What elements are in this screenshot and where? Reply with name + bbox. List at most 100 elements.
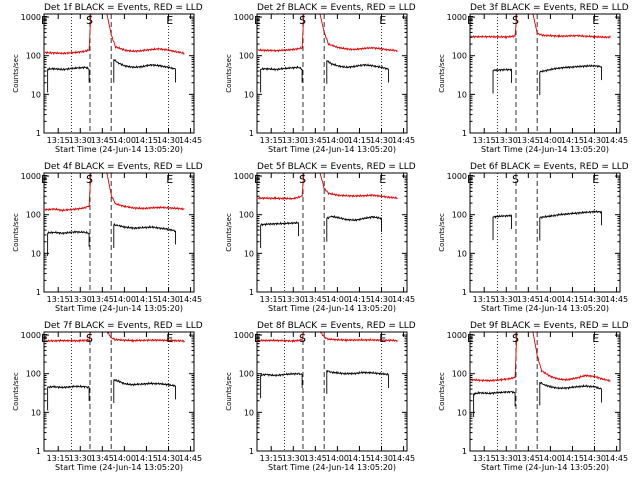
y-tick-label: 100 xyxy=(452,52,467,61)
marker-label-s: S xyxy=(512,332,519,345)
x-axis-label: Start Time (24-Jun-14 13:05:20) xyxy=(481,145,609,154)
x-axis-label: Start Time (24-Jun-14 13:05:20) xyxy=(481,304,609,313)
marker-label-e: E xyxy=(166,14,173,27)
y-tick-label: 1 xyxy=(462,447,467,456)
panel-title: Det 1f BLACK = Events, RED = LLD xyxy=(44,3,203,13)
y-tick-label: 100 xyxy=(26,52,41,61)
x-tick-label: 14:15 xyxy=(135,136,158,145)
x-tick-label: 14:30 xyxy=(157,295,180,304)
y-tick-label: 1000 xyxy=(447,331,467,340)
x-tick-label: 13:15 xyxy=(473,136,496,145)
x-tick-label: 13:45 xyxy=(304,454,327,463)
x-tick-label: 13:15 xyxy=(260,136,283,145)
x-tick-label: 13:45 xyxy=(517,454,540,463)
marker-label-e: E xyxy=(379,14,386,27)
panel-title: Det 8f BLACK = Events, RED = LLD xyxy=(257,321,416,331)
plot-area xyxy=(44,332,185,451)
x-tick-label: 14:00 xyxy=(113,454,136,463)
marker-label-e: E xyxy=(592,14,599,27)
axes-frame xyxy=(469,13,621,134)
x-tick-label: 13:45 xyxy=(304,136,327,145)
y-tick-label: 10 xyxy=(457,90,467,99)
x-tick-label: 13:15 xyxy=(260,295,283,304)
marker-label-e: E xyxy=(379,173,386,186)
marker-label-s: S xyxy=(299,173,306,186)
y-tick-label: 1000 xyxy=(21,13,41,22)
x-tick-label: 14:15 xyxy=(135,454,158,463)
y-axis-label: Counts/sec xyxy=(438,213,446,252)
y-tick-label: 100 xyxy=(26,370,41,379)
marker-label-e: E xyxy=(592,173,599,186)
series-events-line xyxy=(539,209,602,220)
panel-title: Det 4f BLACK = Events, RED = LLD xyxy=(44,162,203,172)
series-events-line xyxy=(47,230,90,236)
x-tick-label: 13:45 xyxy=(91,136,114,145)
y-tick-label: 10 xyxy=(244,408,254,417)
x-tick-label: 13:30 xyxy=(69,454,92,463)
x-tick-label: 13:45 xyxy=(304,295,327,304)
y-tick-label: 100 xyxy=(26,211,41,220)
y-tick-label: 100 xyxy=(239,211,254,220)
plot-area xyxy=(44,14,185,133)
x-tick-label: 14:30 xyxy=(583,454,606,463)
x-tick-label: 14:30 xyxy=(157,454,180,463)
x-tick-label: 13:30 xyxy=(282,454,305,463)
axes-frame xyxy=(256,13,408,134)
y-axis-label: Counts/sec xyxy=(225,372,233,411)
x-tick-label: 13:30 xyxy=(495,295,518,304)
axes-frame xyxy=(469,172,621,293)
y-axis-label: Counts/sec xyxy=(12,372,20,411)
plot-area xyxy=(257,14,398,133)
x-tick-label: 13:30 xyxy=(282,136,305,145)
x-tick-label: 13:30 xyxy=(495,454,518,463)
x-axis-label: Start Time (24-Jun-14 13:05:20) xyxy=(268,304,396,313)
series-events-line xyxy=(326,214,382,222)
marker-label-e: E xyxy=(166,173,173,186)
series-lld-line xyxy=(257,332,398,343)
marker-label-s: S xyxy=(86,332,93,345)
plot-area xyxy=(470,332,611,451)
axes-frame xyxy=(256,172,408,293)
x-tick-label: 14:00 xyxy=(326,295,349,304)
y-tick-label: 10 xyxy=(244,249,254,258)
plot-area xyxy=(257,332,398,451)
x-tick-label: 14:00 xyxy=(539,295,562,304)
x-tick-label: 14:15 xyxy=(348,295,371,304)
marker-label-s: S xyxy=(512,173,519,186)
marker-label-s: S xyxy=(86,173,93,186)
plot-area xyxy=(44,173,185,292)
plot-area xyxy=(470,14,611,133)
x-tick-label: 14:45 xyxy=(605,454,628,463)
x-tick-label: 14:45 xyxy=(392,295,415,304)
x-axis-label: Start Time (24-Jun-14 13:05:20) xyxy=(55,304,183,313)
y-tick-label: 1000 xyxy=(21,172,41,181)
x-axis-label: Start Time (24-Jun-14 13:05:20) xyxy=(481,463,609,472)
series-events-line xyxy=(493,67,512,73)
x-tick-label: 13:15 xyxy=(47,136,70,145)
y-axis-label: Counts/sec xyxy=(438,372,446,411)
x-tick-label: 14:45 xyxy=(179,454,202,463)
x-tick-label: 14:00 xyxy=(113,295,136,304)
series-lld-line xyxy=(257,14,398,53)
y-tick-label: 10 xyxy=(457,408,467,417)
y-tick-label: 10 xyxy=(244,90,254,99)
x-tick-label: 13:15 xyxy=(47,454,70,463)
x-tick-label: 14:15 xyxy=(561,295,584,304)
y-tick-label: 1 xyxy=(36,447,41,456)
x-tick-label: 14:15 xyxy=(561,136,584,145)
x-tick-label: 13:45 xyxy=(91,454,114,463)
series-events-line xyxy=(326,370,389,376)
x-tick-label: 13:45 xyxy=(517,136,540,145)
series-lld-line xyxy=(44,14,185,56)
x-tick-label: 13:45 xyxy=(91,295,114,304)
y-axis-label: Counts/sec xyxy=(12,213,20,252)
marker-label-s: S xyxy=(512,14,519,27)
x-tick-label: 14:15 xyxy=(135,295,158,304)
x-tick-label: 14:00 xyxy=(113,136,136,145)
x-tick-label: 14:45 xyxy=(392,454,415,463)
